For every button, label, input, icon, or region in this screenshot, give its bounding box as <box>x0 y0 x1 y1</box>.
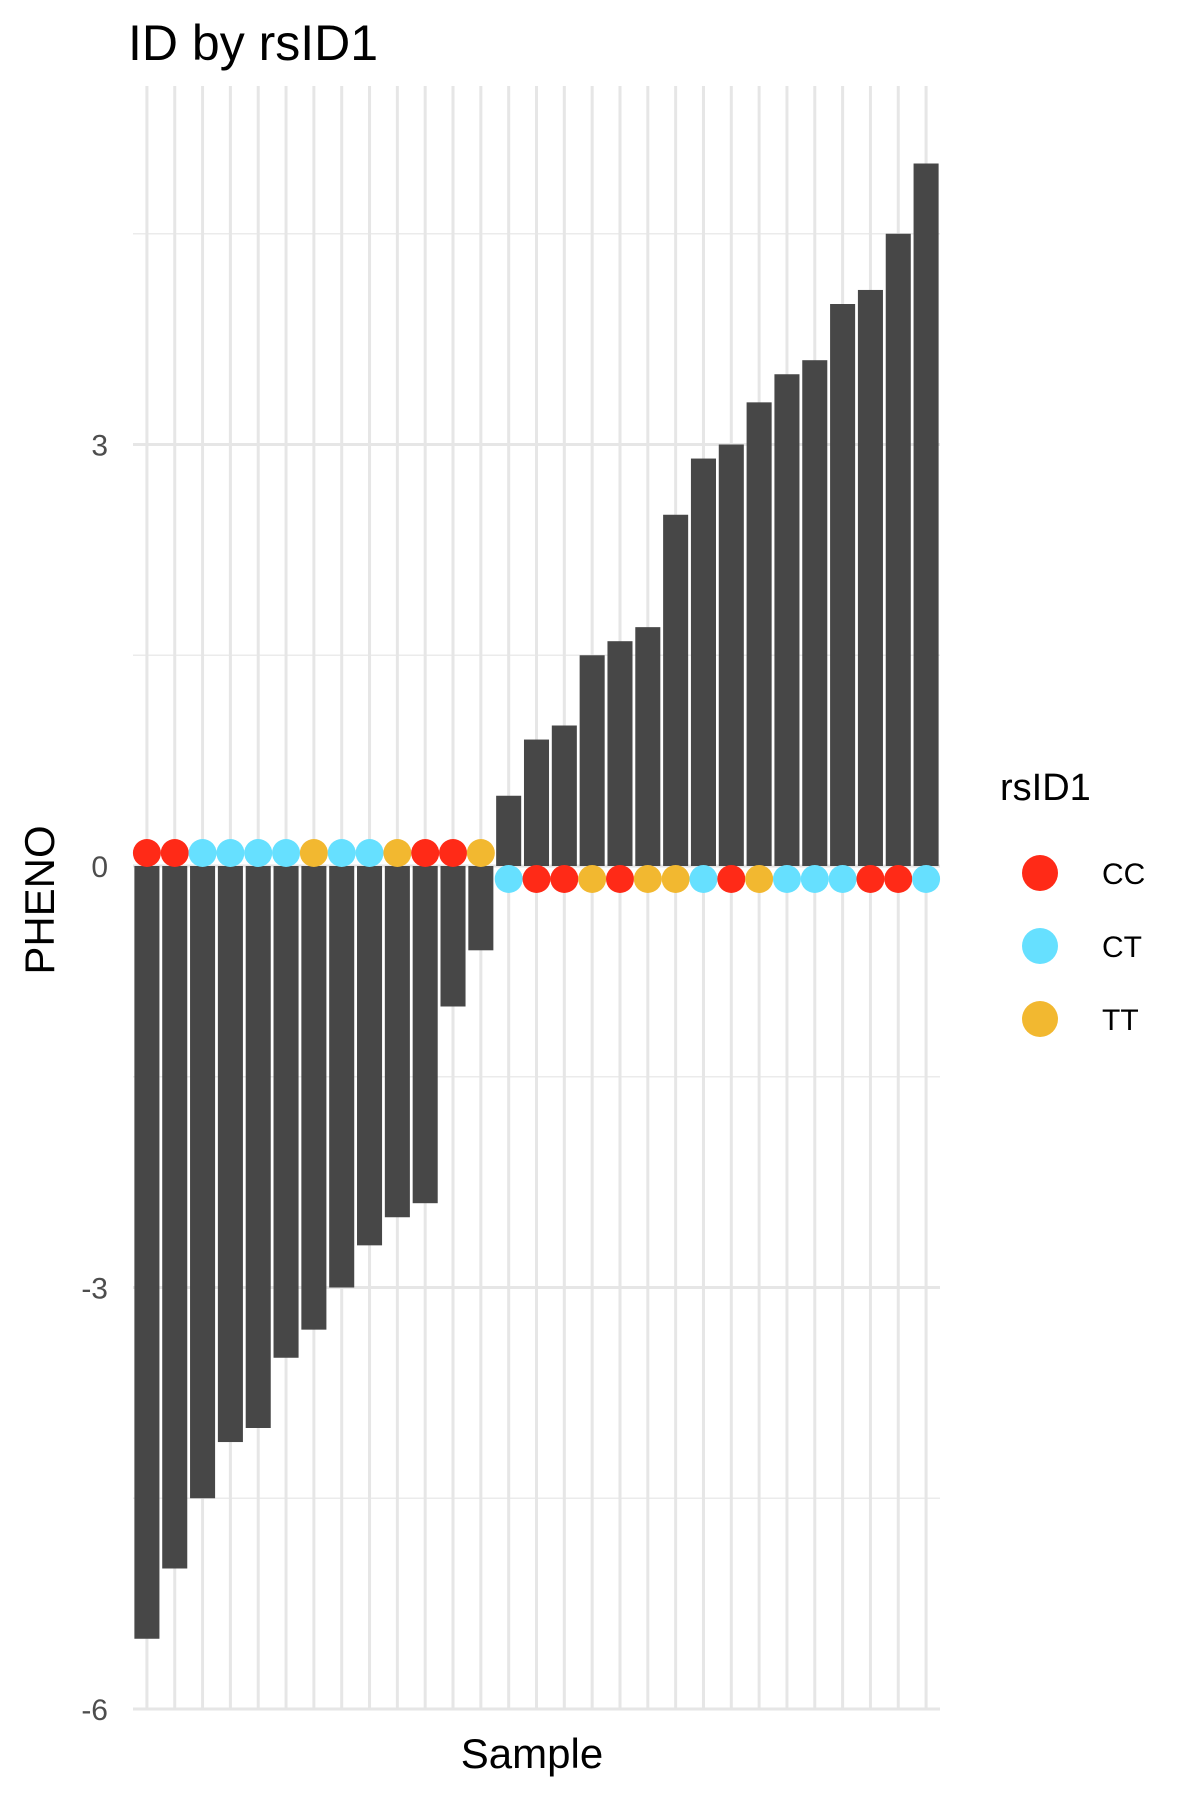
bar <box>718 444 744 866</box>
legend-key-tt <box>1022 1001 1058 1037</box>
genotype-point <box>272 839 301 867</box>
genotype-point <box>522 865 551 893</box>
bar <box>190 866 216 1499</box>
x-axis-title: Sample <box>461 1730 603 1777</box>
legend-label-tt: TT <box>1102 1004 1139 1037</box>
bar <box>885 233 911 866</box>
genotype-point <box>605 865 634 893</box>
genotype-point <box>745 865 774 893</box>
genotype-point <box>411 839 440 867</box>
genotype-point <box>439 839 468 867</box>
bar <box>551 725 577 866</box>
legend-label-ct: CT <box>1102 931 1142 964</box>
genotype-point <box>800 865 829 893</box>
bar-layer <box>134 163 939 1639</box>
bar <box>607 641 633 866</box>
bar <box>440 866 466 1007</box>
genotype-point <box>355 839 384 867</box>
genotype-point <box>494 865 523 893</box>
y-tick-label: -6 <box>81 1694 108 1727</box>
genotype-point <box>466 839 495 867</box>
bar <box>746 402 772 866</box>
bar <box>857 289 883 866</box>
genotype-point <box>578 865 607 893</box>
genotype-point <box>717 865 746 893</box>
bar <box>496 795 522 866</box>
bar <box>635 627 661 866</box>
genotype-point <box>884 865 913 893</box>
y-tick-label: -3 <box>81 1273 108 1306</box>
bar <box>412 866 438 1204</box>
genotype-point <box>327 839 356 867</box>
bar <box>663 514 689 866</box>
legend-label-cc: CC <box>1102 858 1145 891</box>
genotype-point <box>299 839 328 867</box>
bar <box>301 866 327 1330</box>
bar <box>579 655 605 866</box>
bar <box>802 360 828 866</box>
bar <box>162 866 188 1569</box>
genotype-point <box>856 865 885 893</box>
bar <box>468 866 494 951</box>
genotype-point <box>244 839 273 867</box>
bar <box>523 739 550 866</box>
bar <box>329 866 355 1288</box>
genotype-point <box>188 839 217 867</box>
genotype-point <box>689 865 718 893</box>
y-axis-title: PHENO <box>16 825 63 974</box>
legend-key-cc <box>1022 855 1058 891</box>
bar <box>357 866 383 1246</box>
bar <box>245 866 271 1428</box>
genotype-point <box>633 865 662 893</box>
genotype-point <box>383 839 412 867</box>
bar <box>273 866 299 1358</box>
bar <box>134 866 160 1639</box>
bar <box>217 866 243 1443</box>
genotype-point <box>216 839 245 867</box>
legend-title: rsID1 <box>1000 767 1091 809</box>
bar <box>774 374 800 866</box>
bar <box>830 304 856 866</box>
genotype-point <box>132 839 161 867</box>
bar <box>690 458 716 866</box>
genotype-point <box>912 865 941 893</box>
y-tick-label: 0 <box>91 851 108 884</box>
point-layer <box>132 839 941 893</box>
genotype-point <box>828 865 857 893</box>
chart-title: ID by rsID1 <box>128 15 378 71</box>
genotype-point <box>160 839 189 867</box>
y-tick-labels: -6 -3 0 3 <box>81 430 108 1728</box>
genotype-point <box>772 865 801 893</box>
genotype-point <box>550 865 579 893</box>
legend-key-ct <box>1022 928 1058 964</box>
legend: rsID1 CC CT TT <box>1000 767 1145 1037</box>
bar <box>913 163 939 866</box>
bar <box>384 866 410 1218</box>
genotype-point <box>661 865 690 893</box>
y-tick-label: 3 <box>91 430 108 463</box>
